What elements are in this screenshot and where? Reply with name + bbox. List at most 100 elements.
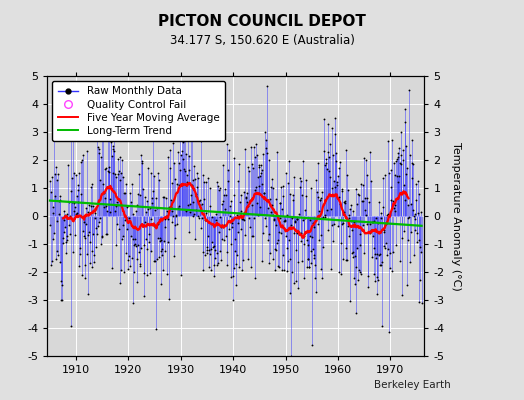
Point bbox=[278, 206, 286, 212]
Point bbox=[271, 222, 280, 228]
Point bbox=[270, 217, 278, 223]
Point bbox=[51, 256, 60, 262]
Point bbox=[260, 215, 269, 221]
Point bbox=[343, 257, 352, 263]
Point bbox=[217, 224, 225, 230]
Point bbox=[154, 221, 162, 227]
Point bbox=[346, 298, 354, 304]
Point bbox=[201, 252, 210, 258]
Point bbox=[414, 178, 422, 184]
Point bbox=[69, 130, 78, 136]
Point bbox=[376, 262, 384, 268]
Point bbox=[99, 130, 107, 137]
Point bbox=[120, 269, 128, 275]
Point bbox=[378, 258, 386, 265]
Point bbox=[110, 148, 118, 154]
Point bbox=[333, 182, 342, 188]
Point bbox=[71, 232, 79, 238]
Point bbox=[285, 158, 293, 164]
Point bbox=[390, 208, 399, 214]
Point bbox=[364, 284, 373, 290]
Point bbox=[291, 218, 299, 224]
Point bbox=[238, 267, 246, 273]
Point bbox=[325, 173, 334, 180]
Point bbox=[138, 158, 146, 165]
Point bbox=[87, 203, 95, 210]
Point bbox=[392, 158, 400, 164]
Point bbox=[59, 217, 68, 223]
Point bbox=[340, 209, 348, 215]
Point bbox=[112, 242, 120, 248]
Point bbox=[92, 225, 100, 232]
Point bbox=[286, 290, 294, 297]
Point bbox=[323, 166, 331, 172]
Point bbox=[155, 253, 163, 260]
Point bbox=[242, 195, 250, 202]
Point bbox=[358, 198, 366, 204]
Point bbox=[407, 137, 416, 143]
Point bbox=[247, 232, 256, 239]
Point bbox=[106, 139, 115, 145]
Point bbox=[104, 168, 112, 174]
Point bbox=[342, 245, 351, 252]
Point bbox=[389, 249, 397, 255]
Point bbox=[179, 156, 188, 162]
Point bbox=[101, 166, 109, 172]
Point bbox=[129, 300, 138, 306]
Point bbox=[261, 129, 269, 135]
Point bbox=[69, 248, 77, 255]
Point bbox=[208, 214, 216, 220]
Point bbox=[356, 231, 364, 237]
Point bbox=[127, 199, 136, 206]
Point bbox=[285, 237, 293, 244]
Point bbox=[102, 203, 110, 209]
Point bbox=[265, 157, 274, 163]
Point bbox=[275, 264, 283, 270]
Point bbox=[150, 258, 159, 264]
Point bbox=[125, 190, 134, 196]
Point bbox=[151, 325, 160, 332]
Point bbox=[347, 218, 355, 224]
Point bbox=[226, 241, 235, 247]
Point bbox=[57, 278, 66, 284]
Point bbox=[215, 185, 224, 191]
Point bbox=[112, 174, 120, 180]
Point bbox=[199, 267, 208, 274]
Point bbox=[128, 255, 136, 261]
Point bbox=[74, 186, 82, 193]
Point bbox=[260, 190, 268, 196]
Point bbox=[338, 220, 346, 227]
Point bbox=[322, 155, 330, 162]
Point bbox=[243, 190, 251, 196]
Point bbox=[253, 152, 261, 158]
Point bbox=[209, 222, 217, 228]
Point bbox=[165, 296, 173, 302]
Point bbox=[403, 214, 412, 221]
Point bbox=[334, 268, 343, 275]
Point bbox=[315, 237, 323, 244]
Point bbox=[224, 167, 233, 173]
Point bbox=[293, 216, 302, 222]
Point bbox=[71, 204, 80, 210]
Point bbox=[336, 271, 345, 278]
Point bbox=[77, 158, 85, 165]
Point bbox=[350, 275, 358, 281]
Point bbox=[381, 221, 390, 228]
Point bbox=[147, 170, 156, 177]
Point bbox=[249, 144, 258, 150]
Point bbox=[67, 127, 75, 133]
Point bbox=[379, 204, 387, 210]
Point bbox=[373, 291, 381, 297]
Point bbox=[214, 260, 223, 266]
Point bbox=[165, 216, 173, 222]
Point bbox=[402, 143, 410, 150]
Point bbox=[351, 280, 359, 287]
Point bbox=[108, 143, 117, 150]
Point bbox=[207, 246, 215, 252]
Point bbox=[61, 224, 69, 230]
Point bbox=[381, 244, 389, 251]
Point bbox=[267, 176, 276, 182]
Point bbox=[310, 224, 318, 230]
Point bbox=[389, 160, 398, 166]
Point bbox=[309, 220, 317, 226]
